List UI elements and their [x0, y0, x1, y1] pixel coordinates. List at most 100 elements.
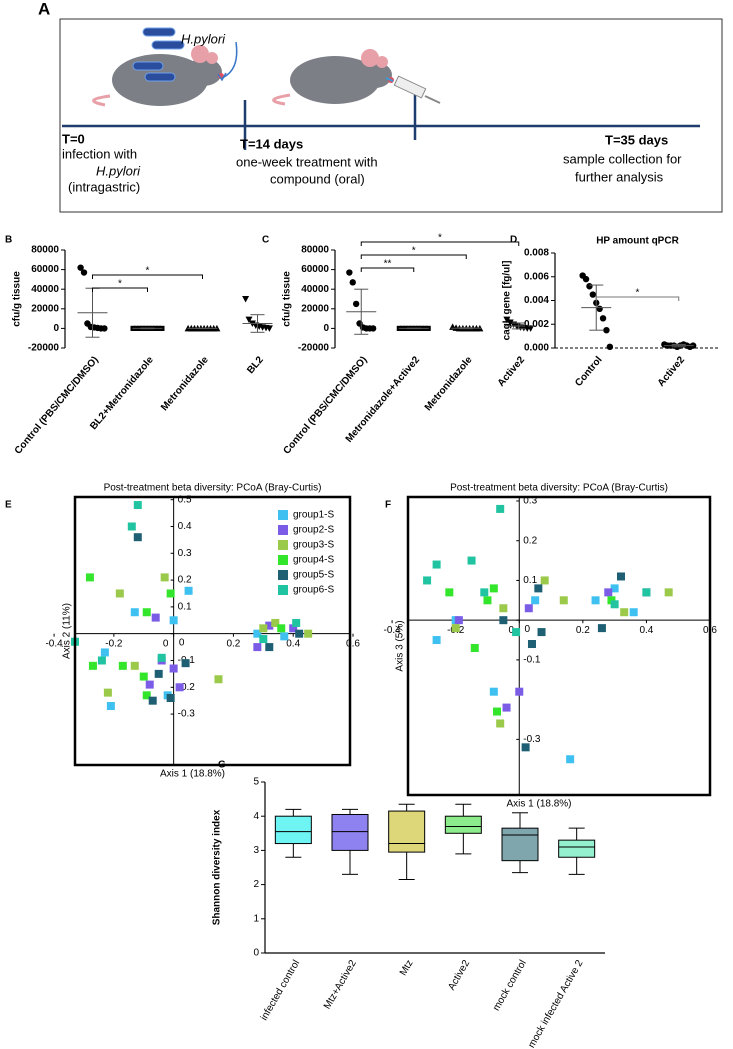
x-tick-label: 0.6	[346, 638, 360, 649]
timepoint: T=0	[62, 131, 85, 146]
plot-frame	[73, 495, 352, 767]
data-point	[527, 325, 535, 332]
data-point	[515, 687, 524, 696]
data-point	[169, 616, 178, 625]
mouse-icon	[92, 45, 224, 107]
significance-label: *	[118, 279, 122, 290]
data-point	[470, 643, 479, 652]
y-tick-label: 1	[253, 913, 259, 924]
data-point	[591, 596, 600, 605]
timepoint-text: (intragastric)	[68, 179, 140, 194]
y-axis-label: Axis 2 (11%)	[62, 603, 73, 659]
significance-bracket	[92, 287, 148, 292]
x-axis-label: Axis 1 (18.8%)	[160, 769, 225, 780]
data-point	[582, 275, 590, 283]
y-tick-label: 5	[253, 777, 259, 788]
data-point	[423, 576, 432, 585]
data-point	[502, 703, 511, 712]
x-tick-label: BL2	[245, 354, 266, 376]
data-point	[145, 680, 154, 689]
x-tick-label: infected control	[259, 958, 302, 1022]
data-point	[432, 560, 441, 569]
x-tick-label: Active2	[496, 354, 528, 389]
pathogen-label: H.pylori	[181, 31, 226, 46]
y-tick-label: 2	[253, 879, 259, 890]
data-point	[181, 659, 190, 668]
data-point	[534, 584, 543, 593]
x-tick-label: -0.2	[105, 638, 123, 649]
timepoint-text: further analysis	[575, 169, 664, 184]
box	[444, 815, 482, 834]
data-point	[265, 325, 273, 332]
data-point	[130, 608, 139, 617]
x-axis-label: Axis 1 (18.8%)	[506, 799, 571, 810]
data-point	[589, 291, 597, 298]
y-tick-label: 0.004	[524, 295, 549, 306]
box	[331, 813, 369, 851]
x-tick-label: 0	[508, 625, 514, 636]
data-point	[512, 628, 521, 637]
y-tick-label: -20000	[28, 343, 60, 354]
x-tick-label: -0.4	[383, 625, 401, 636]
data-point	[259, 624, 268, 633]
data-point	[596, 305, 603, 313]
y-tick-label: 20000	[31, 303, 59, 314]
data-point	[454, 616, 463, 625]
data-point	[604, 588, 613, 597]
timepoint-text: H.pylori	[96, 163, 141, 178]
x-tick-label: Control (PBS/CMC/DMSO)	[282, 355, 370, 457]
data-point	[483, 596, 492, 605]
data-point	[242, 296, 250, 303]
data-point	[85, 573, 94, 582]
data-point	[292, 618, 301, 627]
data-point	[506, 319, 514, 327]
y-tick-label: 0.5	[178, 494, 192, 505]
data-point	[499, 604, 508, 613]
y-tick-label: 40000	[31, 284, 59, 295]
legend-label: group5-S	[293, 570, 334, 581]
data-point	[151, 613, 160, 622]
x-tick-label: mock control	[491, 958, 529, 1013]
y-tick-label: 3	[253, 845, 259, 856]
box	[501, 827, 539, 862]
box	[274, 815, 312, 845]
data-point	[432, 636, 441, 645]
data-point	[521, 743, 530, 752]
data-point	[175, 683, 184, 692]
legend-swatch	[278, 570, 288, 580]
significance-bracket	[360, 241, 520, 246]
x-tick-label: -0.4	[45, 638, 63, 649]
significance-bracket	[360, 267, 415, 272]
arrow	[221, 41, 238, 79]
data-point	[289, 624, 298, 633]
x-tick-label: 0.2	[576, 625, 590, 636]
significance-label: **	[384, 259, 392, 270]
y-tick-label: -0.1	[523, 655, 541, 666]
y-tick-label: 20000	[301, 303, 329, 314]
x-tick-label: Control	[573, 354, 604, 388]
data-point	[133, 533, 142, 542]
data-point	[480, 588, 489, 597]
timepoint-text: one-week treatment with	[236, 154, 378, 169]
x-tick-label: 0.2	[226, 638, 240, 649]
y-tick-label: -0.3	[523, 734, 541, 745]
y-tick-label: 60000	[301, 264, 329, 275]
panel-label: C	[262, 235, 269, 246]
y-tick-label: 0.2	[178, 575, 192, 586]
x-tick-label: Metronidazole	[423, 354, 475, 413]
x-tick-label: Control (PBS/CMC/DMSO)	[13, 355, 101, 457]
legend-swatch	[278, 555, 288, 565]
data-point	[540, 576, 549, 585]
y-tick-label: 60000	[31, 264, 59, 275]
y-tick-label: 0.000	[524, 343, 549, 354]
panel-label: D	[510, 235, 517, 246]
data-point	[142, 691, 151, 700]
y-tick-label: 0.1	[523, 575, 537, 586]
data-point	[503, 316, 511, 324]
y-tick-label: 0.008	[524, 248, 549, 259]
y-tick-label: 0.2	[523, 535, 537, 546]
data-point	[606, 343, 614, 351]
x-tick-label: mock infected Active 2	[526, 958, 585, 1049]
legend-swatch	[278, 585, 288, 595]
